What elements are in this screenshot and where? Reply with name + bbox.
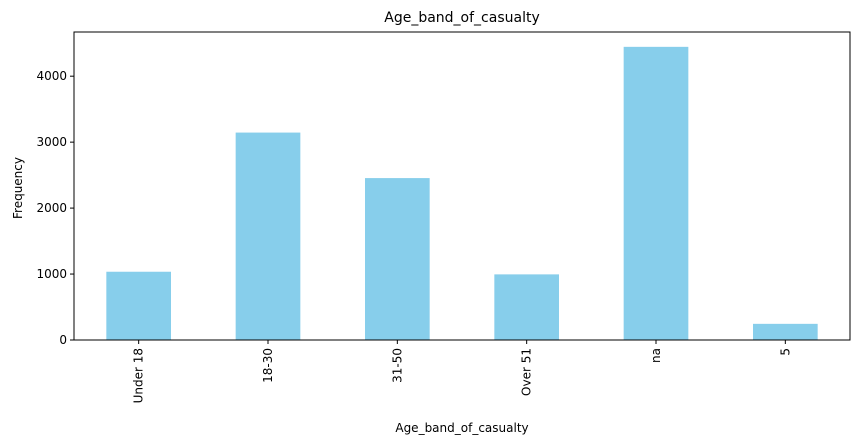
bar-0 <box>106 271 171 340</box>
bar-2 <box>365 178 430 340</box>
bar-3 <box>494 274 559 340</box>
x-tick-label-3: Over 51 <box>520 348 534 396</box>
y-axis-label: Frequency <box>11 157 25 219</box>
y-tick-label-3: 3000 <box>36 135 67 149</box>
bar-5 <box>753 323 818 340</box>
x-tick-label-1: 18-30 <box>261 348 275 383</box>
x-tick-label-4: na <box>649 348 663 363</box>
x-tick-label-0: Under 18 <box>132 348 146 403</box>
bar-4 <box>623 46 689 340</box>
y-tick-label-4: 4000 <box>36 69 67 83</box>
x-tick-label-2: 31-50 <box>390 348 404 383</box>
y-tick-label-1: 1000 <box>36 267 67 281</box>
x-axis-ticks: Under 18 18-30 31-50 Over 51 na 5 <box>132 340 792 403</box>
bars-group <box>106 46 818 340</box>
bar-1 <box>235 132 301 340</box>
x-tick-label-5: 5 <box>778 348 792 356</box>
y-axis-ticks: 0 1000 2000 3000 4000 <box>36 69 74 347</box>
y-tick-label-2: 2000 <box>36 201 67 215</box>
chart-title: Age_band_of_casualty <box>384 10 539 26</box>
x-axis-label: Age_band_of_casualty <box>395 421 528 435</box>
y-tick-label-0: 0 <box>59 333 67 347</box>
plot-frame <box>73 31 851 341</box>
